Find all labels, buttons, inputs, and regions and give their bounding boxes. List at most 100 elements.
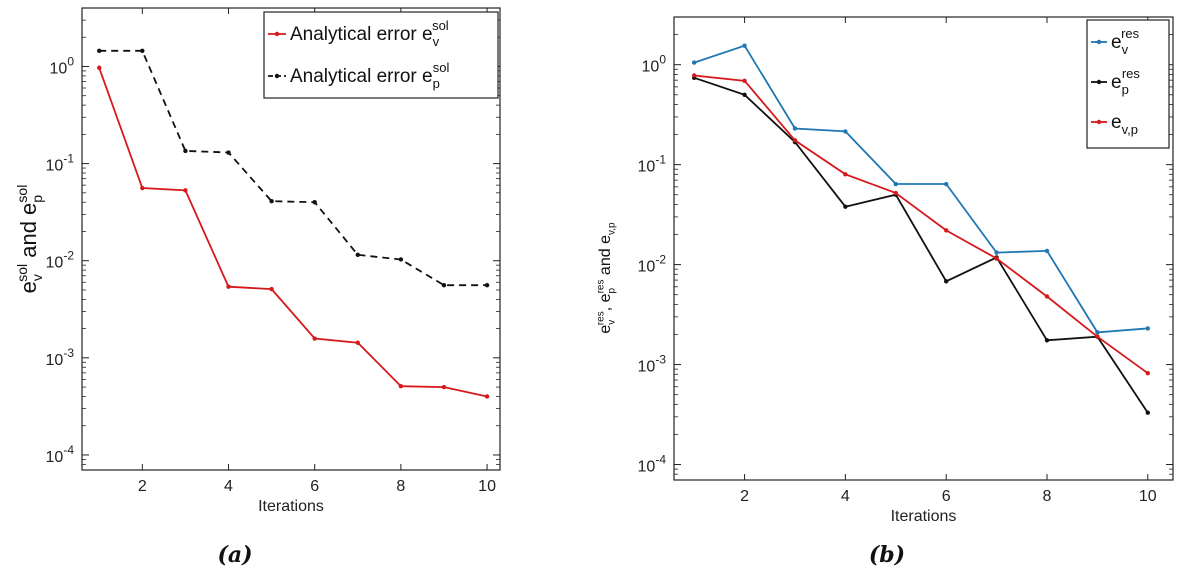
y-label-subscript: p [29, 195, 45, 203]
y-label-subscript: v,p [606, 222, 617, 235]
y-tick-exponent: -3 [63, 346, 74, 360]
legend-subscript: p [433, 76, 440, 91]
legend-label: Analytical error evsol [290, 18, 449, 49]
series-line-v [98, 67, 488, 398]
data-point [691, 73, 697, 78]
data-point [97, 48, 102, 54]
data-point [226, 150, 231, 155]
data-point [484, 394, 490, 399]
data-point [994, 250, 999, 255]
y-tick-exponent: -2 [655, 253, 666, 267]
data-point [1145, 370, 1150, 376]
y-tick-label: 10-2 [638, 253, 667, 276]
plot-area-frame [81, 7, 501, 471]
y-tick-exponent: -1 [63, 152, 74, 166]
x-tick-label: 4 [224, 478, 233, 495]
legend-superscript: res [1121, 26, 1140, 41]
y-tick-base: 10 [46, 158, 64, 175]
legend-marker [1096, 79, 1102, 85]
data-point [843, 129, 848, 134]
x-tick-label: 2 [138, 478, 147, 495]
y-tick-exponent: 0 [67, 54, 74, 68]
x-tick-label: 4 [841, 488, 850, 505]
legend-marker [1096, 119, 1102, 125]
data-point [1044, 294, 1050, 299]
data-point [97, 65, 102, 70]
y-tick-label: 10-1 [638, 153, 667, 176]
data-point [893, 190, 898, 196]
legend-text: e [1111, 72, 1122, 93]
x-tick-label: 8 [1043, 488, 1052, 505]
data-point [792, 138, 798, 143]
data-point [1145, 410, 1150, 415]
y-tick-label: 10-4 [638, 453, 667, 476]
data-point [269, 286, 274, 292]
legend-subscript: v,p [1122, 122, 1138, 137]
data-point [1145, 326, 1150, 331]
legend-superscript: sol [433, 60, 450, 75]
legend-superscript: res [1122, 66, 1141, 81]
data-point [1044, 248, 1050, 254]
data-point [183, 188, 188, 193]
data-point [441, 282, 447, 288]
legend-marker [274, 73, 280, 79]
data-point [1044, 338, 1050, 343]
legend-subscript: p [1122, 82, 1129, 97]
legend-text: e [1111, 112, 1122, 133]
legend-box [263, 11, 499, 99]
y-label-text: and [16, 215, 41, 264]
y-axis-label: evsol and epsol [14, 185, 45, 294]
data-point [792, 126, 798, 131]
y-tick-label: 10-4 [46, 443, 75, 466]
panel-a-chart: 2 4 6 8 1010010-110-210-310-4Iterationsevsol… [14, 7, 501, 515]
series-line-v,p [694, 74, 1149, 374]
y-tick-base: 10 [46, 352, 64, 369]
y-tick-base: 10 [46, 255, 64, 272]
data-point [1095, 334, 1100, 339]
data-point [943, 228, 949, 233]
y-label-superscript: sol [14, 185, 30, 203]
data-point [742, 43, 747, 48]
data-point [843, 172, 848, 177]
data-point [140, 48, 145, 54]
data-point [441, 384, 447, 390]
y-tick-base: 10 [642, 59, 660, 76]
legend-text: Analytical error e [290, 24, 433, 45]
y-label-subscript: p [606, 287, 617, 293]
y-tick-label: 100 [50, 54, 75, 77]
y-axis-label: evres, epres and ev,p [595, 222, 617, 334]
legend-label: ev,p [1111, 112, 1138, 137]
y-label-symbol: e [597, 235, 614, 244]
y-tick-base: 10 [46, 449, 64, 466]
y-tick-exponent: -2 [63, 249, 74, 263]
data-point [994, 256, 999, 261]
x-tick-label: 6 [942, 488, 951, 505]
data-point [226, 284, 231, 289]
y-tick-base: 10 [638, 359, 656, 376]
y-tick-exponent: -4 [63, 443, 74, 457]
data-point [398, 384, 404, 389]
y-label-symbol: e [16, 281, 41, 293]
x-tick-label: 2 [740, 488, 749, 505]
y-label-superscript: sol [14, 264, 30, 282]
y-label-symbol: e [597, 293, 614, 302]
legend-text: Analytical error e [290, 66, 433, 87]
legend-label: Analytical error epsol [290, 60, 450, 91]
series-line-v [693, 44, 1148, 334]
legend-marker [1096, 39, 1102, 45]
y-tick-base: 10 [50, 60, 68, 77]
data-point [312, 336, 317, 341]
y-label-subscript: v [29, 274, 45, 281]
panel-b-chart: 2 4 6 8 1010010-110-210-310-4Iterationsevres… [595, 16, 1174, 525]
data-point [843, 204, 848, 209]
series-line-p [99, 49, 488, 287]
y-label-text: and [597, 244, 614, 280]
data-point [183, 148, 188, 154]
y-tick-exponent: -3 [655, 353, 666, 367]
y-tick-label: 10-2 [46, 249, 75, 272]
caption-a: (a) [217, 542, 252, 568]
data-point [893, 181, 898, 187]
y-label-symbol: e [16, 203, 41, 215]
legend-marker [274, 31, 280, 37]
